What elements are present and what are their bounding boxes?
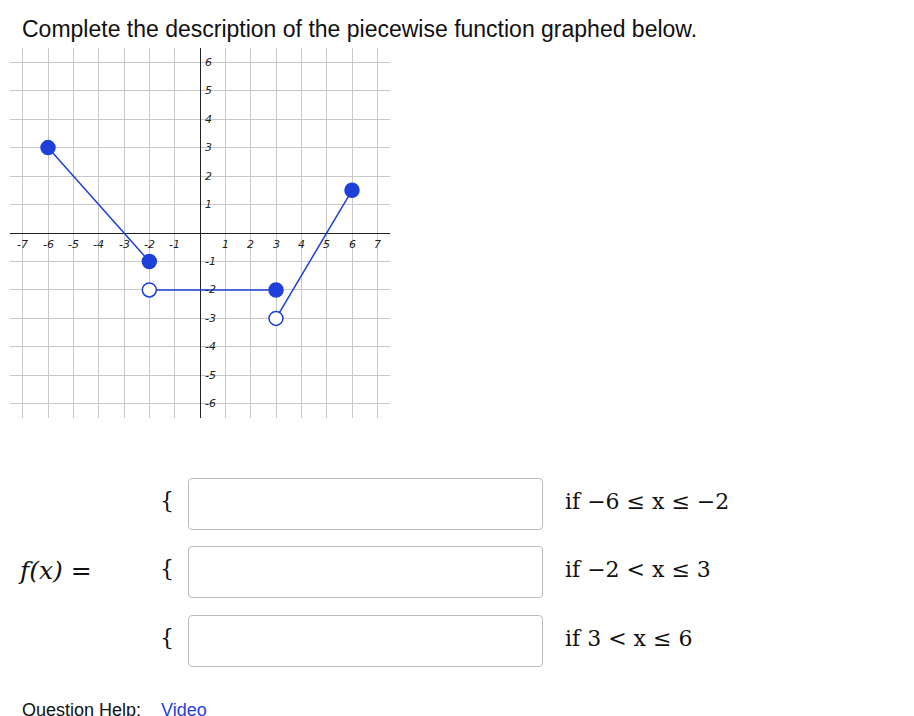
svg-text:6: 6	[349, 238, 356, 251]
svg-text:2: 2	[205, 170, 212, 183]
svg-text:-4: -4	[205, 340, 216, 353]
svg-text:4: 4	[298, 238, 305, 251]
html-text:if 3 < x ≤ 6: if 3 < x ≤ 6	[565, 626, 693, 651]
svg-text:7: 7	[374, 238, 381, 251]
svg-text:-1: -1	[205, 255, 216, 268]
svg-text:2: 2	[247, 238, 254, 251]
svg-text:-5: -5	[68, 238, 79, 251]
html-text:if −6 ≤ x ≤ −2: if −6 ≤ x ≤ −2	[565, 489, 730, 514]
html-text:if −2 < x ≤ 3: if −2 < x ≤ 3	[565, 557, 711, 582]
html-text:Complete the description of th: Complete the description of the piecewis…	[22, 16, 698, 42]
svg-text:-2: -2	[144, 238, 155, 251]
svg-text:3: 3	[205, 141, 212, 154]
svg-text:5: 5	[205, 84, 212, 97]
svg-text:3: 3	[273, 238, 280, 251]
svg-text:-6: -6	[43, 238, 54, 251]
html-text:f(x) =: f(x) =	[20, 556, 92, 585]
svg-text:-3: -3	[205, 312, 216, 325]
svg-text:-2: -2	[205, 283, 216, 296]
svg-text:-4: -4	[93, 238, 104, 251]
svg-text:-6: -6	[205, 397, 216, 410]
svg-text:5: 5	[323, 238, 330, 251]
svg-text:-3: -3	[119, 238, 130, 251]
svg-text:6: 6	[205, 56, 212, 69]
svg-text:-7: -7	[17, 238, 28, 251]
svg-text:1: 1	[205, 198, 212, 211]
svg-text:-5: -5	[205, 369, 216, 382]
svg-text:4: 4	[205, 113, 212, 126]
svg-text:-1: -1	[169, 238, 180, 251]
svg-text:1: 1	[222, 238, 229, 251]
